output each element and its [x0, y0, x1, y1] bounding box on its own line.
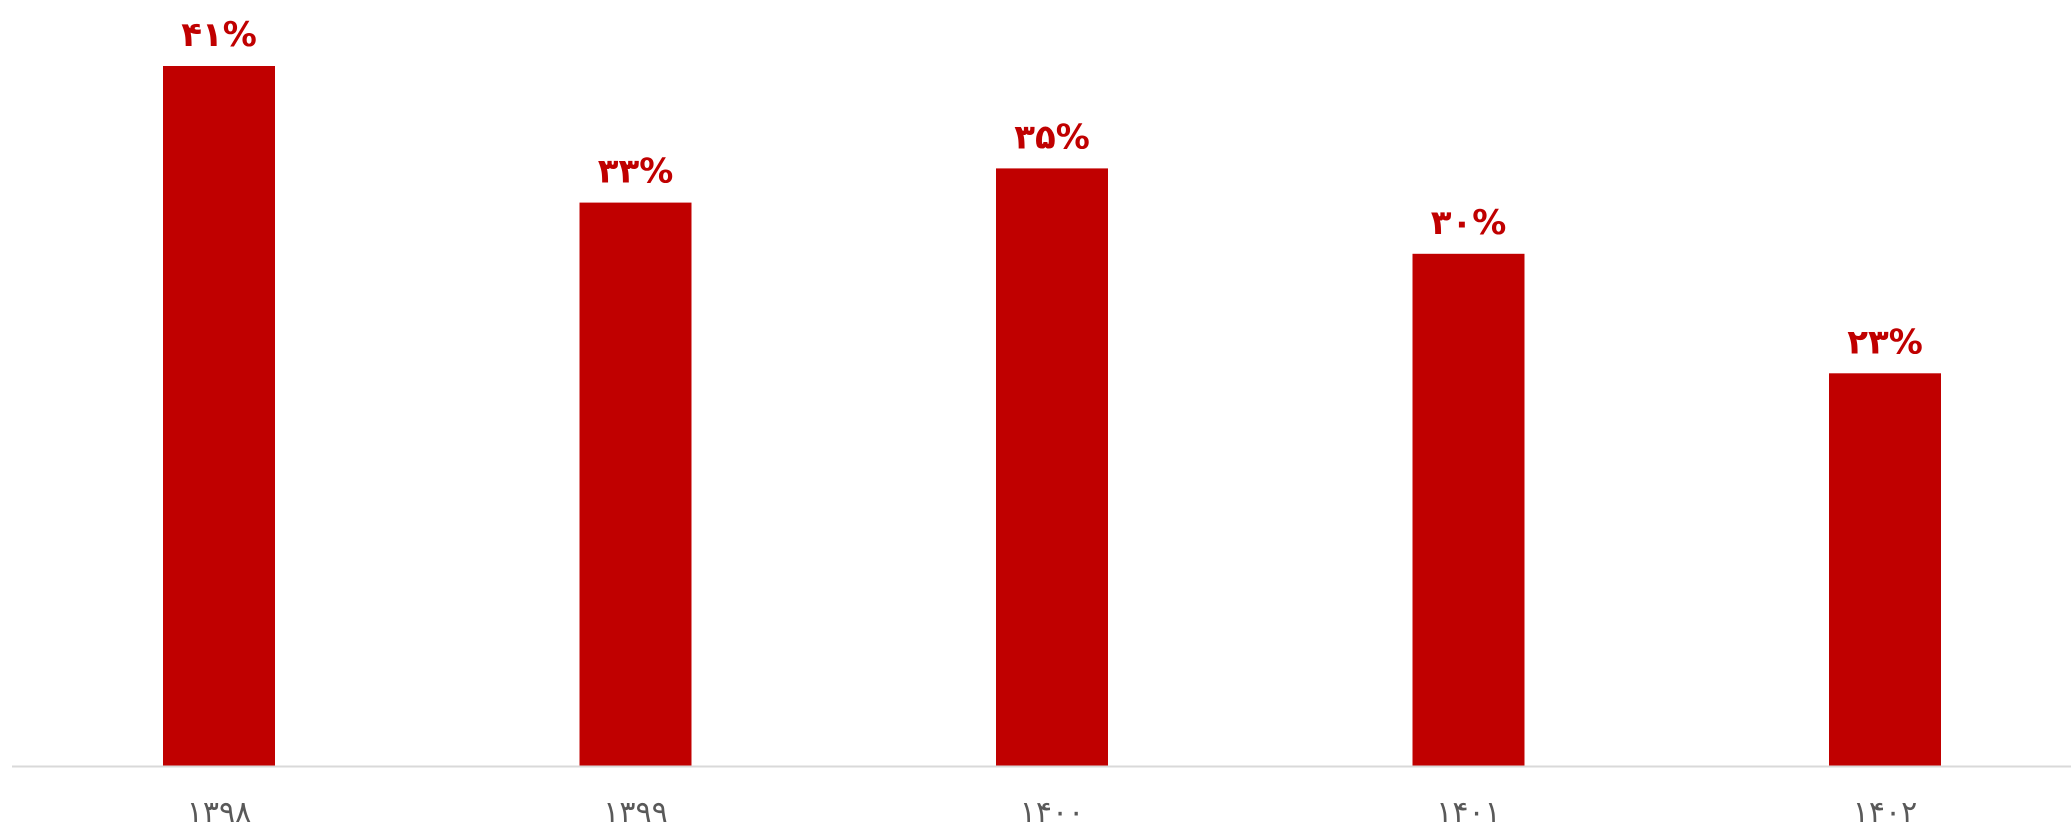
x-tick-label-1: ۱۳۹۹ [603, 795, 667, 830]
bar-value-label-1: ۳۳% [598, 152, 674, 192]
bar-1 [579, 202, 692, 767]
bar-value-label-4: ۲۳% [1847, 322, 1923, 362]
x-tick-label-2: ۱۴۰۰ [1020, 795, 1084, 830]
bar-3 [1412, 253, 1525, 767]
bar-value-label-2: ۳۵% [1014, 117, 1090, 157]
x-tick-label-4: ۱۴۰۲ [1853, 795, 1917, 830]
bar-2 [996, 168, 1108, 766]
bar-value-label-3: ۳۰% [1431, 203, 1507, 243]
x-axis-tick-labels: ۱۳۹۸ ۱۳۹۹ ۱۴۰۰ ۱۴۰۱ ۱۴۰۲ [187, 795, 1917, 830]
bar-value-label-0: ۴۱% [181, 15, 257, 55]
value-labels-layer: ۴۱% ۳۳% ۳۵% ۳۰% ۲۳% [181, 15, 1923, 362]
bar-4 [1829, 373, 1941, 766]
x-tick-label-3: ۱۴۰۱ [1436, 795, 1500, 830]
bar-0 [163, 66, 275, 766]
bars-layer [163, 66, 1941, 767]
x-tick-label-0: ۱۳۹۸ [187, 795, 251, 830]
